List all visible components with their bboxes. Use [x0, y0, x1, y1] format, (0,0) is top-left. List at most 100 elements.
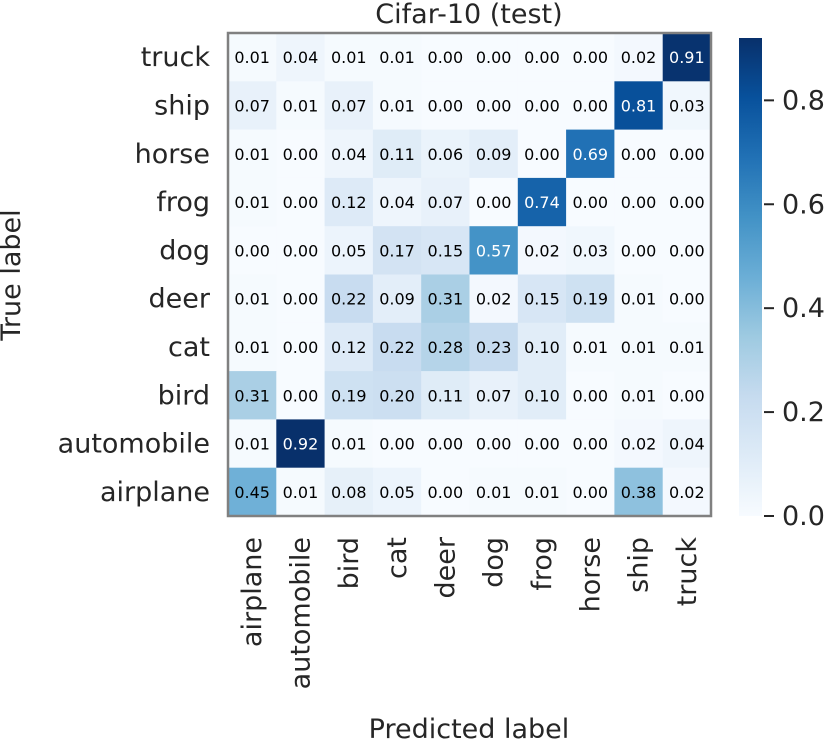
- heatmap-cell: [469, 371, 519, 420]
- cell-value-label: 0.00: [524, 145, 560, 164]
- cell-value-label: 0.01: [234, 338, 270, 357]
- heatmap-cell: [276, 81, 326, 131]
- heatmap-cell: [421, 467, 471, 517]
- cell-value-label: 0.00: [476, 96, 512, 115]
- heatmap-cell: [566, 129, 615, 179]
- heatmap-cell: [517, 322, 567, 372]
- x-tick-label: automobile: [285, 537, 316, 689]
- cell-value-label: 0.00: [524, 48, 560, 67]
- cell-value-label: 0.00: [669, 241, 705, 260]
- cell-value-label: 0.00: [669, 290, 705, 309]
- cell-value-label: 0.01: [234, 290, 270, 309]
- cell-value-label: 0.00: [283, 145, 319, 164]
- heatmap-cell: [517, 371, 567, 420]
- cell-value-label: 0.01: [234, 435, 270, 454]
- heatmap-cell: [228, 177, 277, 227]
- heatmap-cell: [324, 371, 374, 420]
- heatmap-cell: [324, 322, 374, 372]
- heatmap-cell: [614, 81, 664, 131]
- heatmap-cell: [421, 322, 471, 372]
- cell-value-label: 0.11: [428, 386, 464, 405]
- cell-value-label: 0.07: [331, 96, 367, 115]
- cell-value-label: 0.00: [669, 145, 705, 164]
- y-tick-label: horse: [135, 139, 210, 170]
- x-tick-label: bird: [334, 537, 365, 589]
- heatmap-cell: [566, 371, 615, 420]
- cell-value-label: 0.01: [621, 338, 657, 357]
- heatmap-cell: [276, 419, 326, 469]
- heatmap-cell: [372, 371, 422, 420]
- cell-value-label: 0.81: [621, 96, 657, 115]
- cell-value-label: 0.11: [379, 145, 415, 164]
- cell-value-label: 0.00: [428, 435, 464, 454]
- heatmap-cell: [276, 129, 326, 179]
- heatmap-cell: [372, 274, 422, 324]
- cell-value-label: 0.91: [669, 48, 705, 67]
- heatmap-cell: [469, 419, 519, 469]
- heatmap-cell: [517, 274, 567, 324]
- heatmap-cell: [228, 467, 277, 517]
- heatmap-cell: [324, 81, 374, 131]
- y-tick-label: truck: [141, 42, 211, 73]
- heatmap-cell: [421, 177, 471, 227]
- heatmap-cell: [469, 274, 519, 324]
- heatmap-cell: [372, 322, 422, 372]
- heatmap-cell: [372, 467, 422, 517]
- colorbar-tick-label: 0.4: [782, 293, 825, 324]
- x-tick-label: horse: [575, 537, 606, 612]
- heatmap-cell: [372, 129, 422, 179]
- heatmap-cell: [228, 33, 277, 82]
- cell-value-label: 0.09: [379, 290, 415, 309]
- cell-value-label: 0.01: [621, 290, 657, 309]
- heatmap-cell: [469, 33, 519, 82]
- cell-value-label: 0.92: [283, 435, 319, 454]
- cell-value-label: 0.00: [379, 435, 415, 454]
- heatmap-cell: [662, 226, 712, 276]
- y-tick-labels: truck ship horse frog dog deer cat bird automobi…: [58, 42, 211, 508]
- cell-value-label: 0.04: [669, 435, 705, 454]
- heatmap-cell: [324, 33, 374, 82]
- x-axis-label: Predicted label: [369, 714, 570, 745]
- cell-value-label: 0.01: [379, 48, 415, 67]
- cell-value-label: 0.03: [669, 96, 705, 115]
- cell-value-label: 0.01: [283, 96, 319, 115]
- cell-value-label: 0.17: [379, 241, 415, 260]
- heatmap-cell: [662, 81, 712, 131]
- cell-value-label: 0.01: [524, 483, 560, 502]
- colorbar-ticks: 0.0 0.2 0.4 0.6 0.8: [764, 85, 825, 532]
- cell-value-label: 0.07: [234, 96, 270, 115]
- cell-value-label: 0.12: [331, 338, 367, 357]
- heatmap-cell: [614, 129, 664, 179]
- y-tick-label: automobile: [58, 429, 210, 460]
- heatmap-cell: [372, 177, 422, 227]
- cell-value-label: 0.01: [572, 338, 608, 357]
- heatmap-cell: [566, 81, 615, 131]
- x-tick-label: truck: [672, 537, 703, 607]
- heatmap-cell: [421, 274, 471, 324]
- heatmap-cell: [421, 129, 471, 179]
- cell-value-label: 0.20: [379, 386, 415, 405]
- heatmap-cell: [614, 419, 664, 469]
- heatmap-cell: [228, 81, 277, 131]
- cell-value-label: 0.02: [476, 290, 512, 309]
- heatmap-cell: [469, 129, 519, 179]
- heatmap-cell: [662, 177, 712, 227]
- heatmap-cell: [517, 419, 567, 469]
- cell-value-label: 0.45: [234, 483, 270, 502]
- cell-value-label: 0.00: [572, 48, 608, 67]
- cell-value-label: 0.01: [234, 145, 270, 164]
- heatmap-cell: [228, 322, 277, 372]
- colorbar: [739, 38, 762, 516]
- heatmap-cell: [324, 274, 374, 324]
- heatmap-cell: [614, 226, 664, 276]
- heatmap-cell: [566, 274, 615, 324]
- heatmap-cell: [517, 129, 567, 179]
- heatmap-cell: [566, 33, 615, 82]
- cell-value-label: 0.03: [572, 241, 608, 260]
- cell-value-label: 0.01: [234, 48, 270, 67]
- heatmap-cell: [372, 81, 422, 131]
- cell-value-label: 0.31: [428, 290, 464, 309]
- heatmap-cell: [421, 33, 471, 82]
- cell-value-label: 0.12: [331, 193, 367, 212]
- chart-title: Cifar-10 (test): [375, 0, 562, 30]
